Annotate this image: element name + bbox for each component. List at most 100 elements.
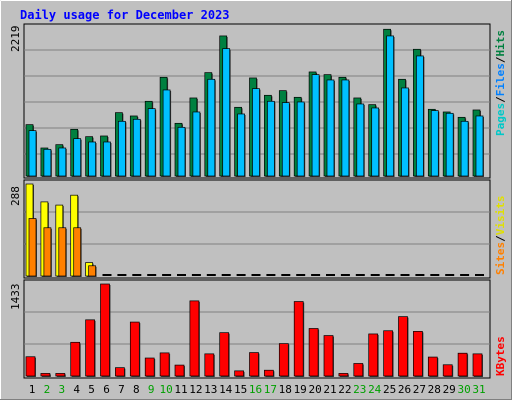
kbytes-bar <box>115 367 125 377</box>
day-label: 25 <box>383 383 396 396</box>
chart-title: Daily usage for December 2023 <box>20 8 230 22</box>
kbytes-bar <box>174 364 185 377</box>
sites-bar <box>43 227 52 277</box>
day-label: 16 <box>249 383 262 396</box>
visits-bar-zero <box>370 274 380 276</box>
day-label: 29 <box>443 383 456 396</box>
files-bar <box>356 103 365 177</box>
files-bar <box>147 108 156 177</box>
files-bar <box>207 78 216 177</box>
kbytes-bar <box>100 283 110 377</box>
legend-separator: / <box>494 235 507 242</box>
files-bar <box>460 120 469 177</box>
files-bar <box>252 88 260 177</box>
visits-bar-zero <box>326 274 335 276</box>
kbytes-bar <box>189 300 200 377</box>
legend-separator: / <box>494 96 507 103</box>
visits-bar-zero <box>206 274 216 276</box>
visits-bar-zero <box>430 274 440 276</box>
day-label: 18 <box>279 383 292 396</box>
visits-bar-zero <box>445 274 455 276</box>
files-bar <box>222 48 231 177</box>
day-label: 30 <box>457 383 470 396</box>
day-label: 20 <box>308 383 321 396</box>
kbytes-bar <box>249 352 259 377</box>
kbytes-bar <box>129 321 140 377</box>
day-label: 7 <box>118 383 125 396</box>
panel-3-max-label: 1433 <box>9 284 22 311</box>
visits-bar-zero <box>311 274 321 276</box>
day-label: 12 <box>189 383 202 396</box>
files-bar <box>401 87 409 177</box>
visits-bar-zero <box>296 274 306 276</box>
visits-bar-zero <box>340 274 350 276</box>
day-label: 1 <box>29 383 36 396</box>
day-label: 17 <box>264 383 277 396</box>
day-label: 4 <box>73 383 80 396</box>
legend-hits: Hits <box>494 30 507 57</box>
day-axis-labels: 1 2 3 4 5 6 7 8 9 10 11 12 13 14 15 16 17 18 19 20 21 22 23 24 2… <box>29 383 486 396</box>
day-label: 23 <box>353 383 366 396</box>
kbytes-bar <box>308 328 319 377</box>
visits-bar-zero <box>281 274 291 276</box>
files-bar <box>326 79 335 177</box>
day-label: 3 <box>58 383 65 396</box>
files-bar <box>386 35 394 177</box>
kbytes-bar <box>413 331 423 377</box>
panel-3-bars <box>25 283 483 377</box>
day-label: 27 <box>413 383 426 396</box>
panel-2-border <box>23 179 491 279</box>
files-bar <box>192 111 201 177</box>
visits-bar-zero <box>460 274 470 276</box>
visits-bar-zero <box>236 274 246 276</box>
day-label: 31 <box>472 383 485 396</box>
day-label: 8 <box>133 383 140 396</box>
day-label: 28 <box>428 383 441 396</box>
files-bar <box>132 118 141 177</box>
files-bar <box>475 115 484 177</box>
files-bar <box>58 147 67 177</box>
panel-2-bars <box>25 183 484 277</box>
kbytes-bar <box>55 373 66 377</box>
legend-files: Files <box>494 63 507 96</box>
panel-1-max-label: 2219 <box>9 26 22 53</box>
day-label: 13 <box>204 383 217 396</box>
kbytes-bar <box>70 341 81 377</box>
kbytes-bar <box>144 357 155 377</box>
files-bar <box>43 148 52 177</box>
panel-1-legend: Pages/Files/Hits <box>494 30 507 136</box>
files-bar <box>371 107 380 177</box>
kbytes-bar <box>398 316 408 377</box>
legend-kbytes: KBytes <box>494 336 507 376</box>
visits-bar-zero <box>251 274 261 276</box>
panel-kbytes: 1433 KBytes <box>9 279 507 379</box>
kbytes-bar <box>264 369 274 377</box>
visits-bar-zero <box>415 274 425 276</box>
day-label: 9 <box>148 383 155 396</box>
files-bar <box>28 130 37 177</box>
files-bar <box>118 120 126 177</box>
kbytes-bar <box>40 373 51 377</box>
day-label: 5 <box>88 383 95 396</box>
kbytes-bar <box>457 352 468 377</box>
visits-bar-zero <box>266 274 276 276</box>
kbytes-bar <box>442 364 453 377</box>
files-bar <box>267 100 275 177</box>
files-bar <box>237 113 245 177</box>
visits-bar-zero <box>102 274 112 276</box>
kbytes-bar <box>219 332 230 377</box>
files-bar <box>162 89 171 177</box>
visits-bar-zero <box>147 274 157 276</box>
visits-bar-zero <box>162 274 172 276</box>
day-label: 22 <box>338 383 351 396</box>
files-bar <box>416 55 424 177</box>
files-bar <box>445 112 454 177</box>
panel-2-max-label: 288 <box>9 186 22 206</box>
visits-bar-zero <box>221 274 231 276</box>
sites-bar <box>73 227 82 277</box>
legend-visits: Visits <box>494 196 507 236</box>
day-label: 19 <box>294 383 307 396</box>
visits-bar-zero <box>400 274 410 276</box>
sites-bar <box>28 218 37 277</box>
kbytes-bar <box>368 333 379 377</box>
